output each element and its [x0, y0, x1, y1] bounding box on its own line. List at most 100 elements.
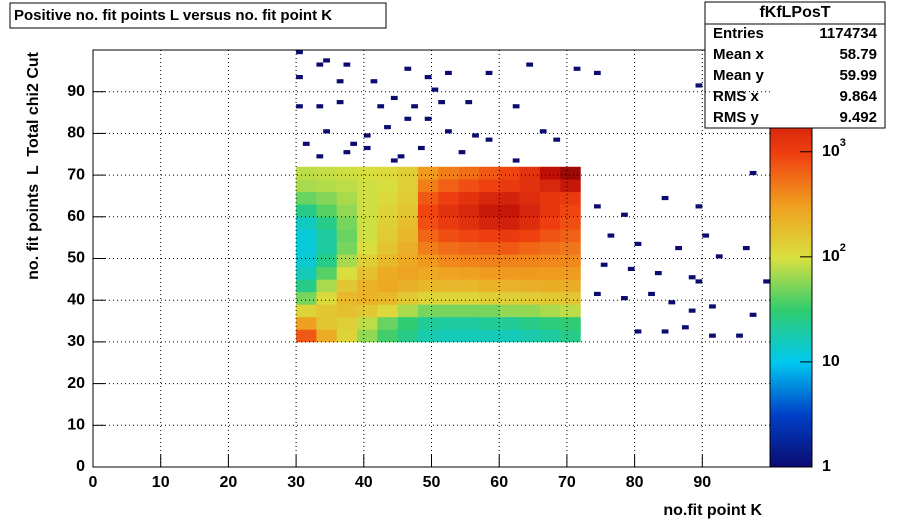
heat-cell	[336, 254, 358, 268]
heat-cell	[397, 304, 419, 318]
heat-cell	[519, 241, 541, 255]
heat-cell	[458, 254, 480, 268]
heat-cell	[417, 216, 439, 230]
sparse-bin	[431, 87, 439, 92]
heat-cell	[296, 179, 317, 193]
sparse-bin	[553, 137, 561, 142]
heat-cell	[499, 329, 520, 343]
sparse-bin	[485, 70, 493, 76]
heat-cell	[478, 216, 500, 230]
heat-cell	[458, 316, 480, 330]
heat-cell	[539, 191, 561, 205]
heat-cell	[357, 229, 378, 243]
heat-cell	[316, 204, 338, 218]
sparse-bin	[485, 137, 493, 142]
heat-cell	[539, 179, 561, 193]
heat-cell	[499, 229, 520, 243]
heat-cell	[519, 166, 541, 180]
sparse-bin	[654, 271, 662, 276]
y-tick-label: 30	[67, 333, 85, 350]
heat-cell	[336, 204, 358, 218]
sparse-bin	[336, 79, 344, 84]
sparse-bin	[404, 116, 412, 121]
heat-cell	[478, 179, 500, 193]
stats-value: 9.492	[839, 109, 877, 126]
sparse-bin	[634, 329, 642, 334]
heat-cell	[417, 266, 439, 280]
heat-cell	[296, 329, 317, 343]
sparse-bin	[417, 145, 425, 151]
heat-cell	[316, 316, 338, 330]
heat-cell	[377, 266, 398, 280]
chart-title: Positive no. fit points L versus no. fit…	[14, 7, 332, 24]
heat-cell	[377, 241, 398, 255]
heat-cell	[458, 216, 480, 230]
z-tick-label: 102	[822, 242, 846, 265]
heat-cell	[357, 254, 378, 268]
heat-cell	[397, 191, 419, 205]
heat-cell	[336, 241, 358, 255]
heat-cell	[499, 279, 520, 293]
heat-cell	[539, 304, 561, 318]
heat-cell	[438, 191, 459, 205]
heat-cell	[316, 166, 338, 180]
heat-cell	[539, 254, 561, 268]
heat-cell	[296, 216, 317, 230]
heat-cell	[417, 241, 439, 255]
sparse-bin	[593, 204, 601, 209]
heat-cell	[438, 216, 459, 230]
heat-cell	[336, 316, 358, 330]
sparse-bin	[323, 129, 330, 134]
heat-cell	[458, 329, 480, 343]
x-tick-label: 80	[626, 474, 644, 491]
heat-cell	[539, 204, 561, 218]
sparse-bin	[390, 95, 398, 101]
heat-cell	[336, 279, 358, 293]
heat-cell	[519, 204, 541, 218]
sparse-bin	[397, 154, 405, 159]
heat-cell	[417, 316, 439, 330]
z-tick-base: 10	[822, 143, 840, 160]
heat-cell	[316, 191, 338, 205]
heat-cell	[478, 204, 500, 218]
heat-cell	[397, 204, 419, 218]
heat-cell	[438, 291, 459, 305]
heat-cell	[478, 316, 500, 330]
sparse-bin	[411, 104, 418, 109]
heat-cell	[478, 329, 500, 343]
heat-cell	[357, 191, 378, 205]
sparse-bin	[688, 275, 696, 280]
heat-cell	[316, 329, 338, 343]
heat-cell	[336, 266, 358, 280]
x-tick-label: 60	[490, 474, 508, 491]
heat-cell	[397, 216, 419, 230]
sparse-bin	[512, 104, 520, 109]
heat-cell	[397, 279, 419, 293]
sparse-bin	[668, 300, 676, 305]
sparse-bin	[526, 62, 534, 67]
heat-cell	[397, 266, 419, 280]
heat-cell	[336, 304, 358, 318]
sparse-bin	[742, 245, 750, 251]
heat-cell	[438, 229, 459, 243]
heat-cell	[357, 316, 378, 330]
heat-cell	[377, 204, 398, 218]
z-tick-exponent: 2	[840, 242, 846, 254]
heat-cell	[377, 304, 398, 318]
heat-cell	[296, 166, 317, 180]
heat-cell	[499, 204, 520, 218]
heat-cell	[316, 279, 338, 293]
heat-cell	[397, 316, 419, 330]
heat-cell	[458, 279, 480, 293]
sparse-bin	[343, 62, 351, 67]
heat-cell	[377, 291, 398, 305]
heat-cell	[336, 166, 358, 180]
stats-label: Mean x	[713, 46, 765, 63]
heat-cell	[560, 241, 581, 255]
heat-cell	[296, 229, 317, 243]
sparse-bin	[621, 296, 628, 301]
heat-cell	[417, 254, 439, 268]
sparse-bin	[749, 312, 757, 317]
sparse-bin	[296, 50, 303, 55]
heat-cell	[519, 266, 541, 280]
